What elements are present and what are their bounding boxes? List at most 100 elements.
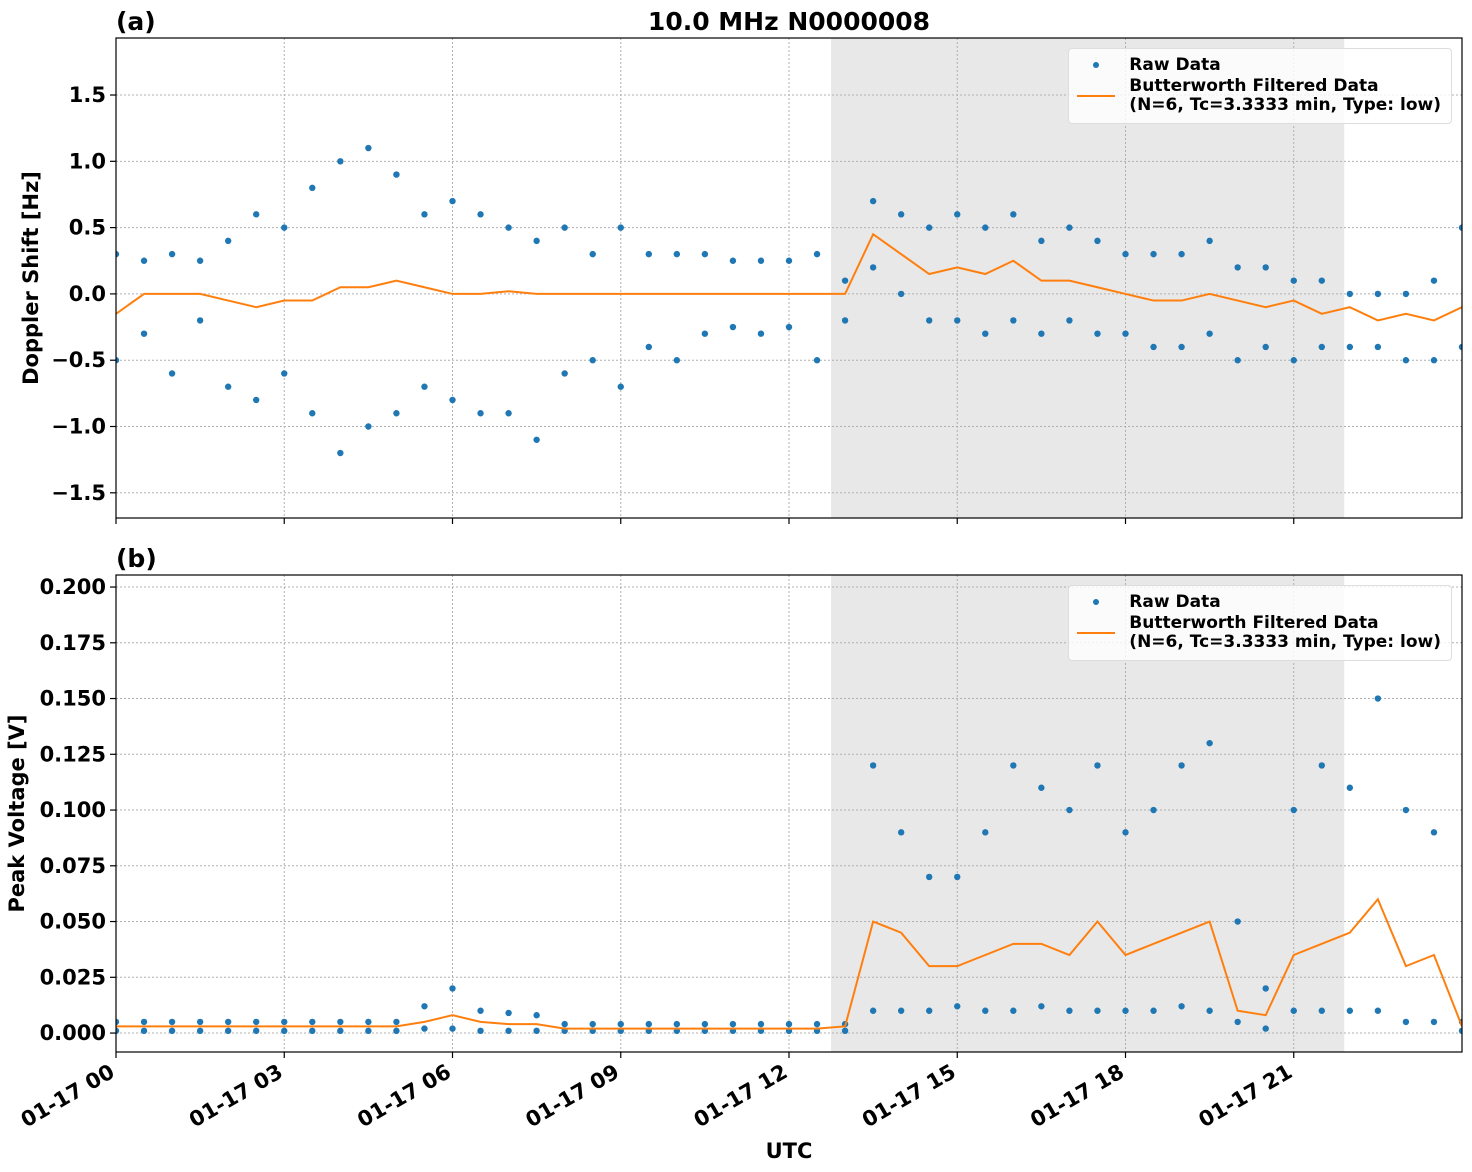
raw-point	[337, 449, 344, 457]
raw-point	[309, 1018, 316, 1026]
legend-label: Butterworth Filtered Data (N=6, Tc=3.333…	[1129, 76, 1441, 115]
raw-point	[1290, 357, 1297, 364]
legend-key	[1077, 592, 1115, 612]
raw-point	[1318, 343, 1325, 351]
raw-point	[309, 1027, 316, 1035]
raw-point	[1206, 237, 1213, 245]
raw-point	[1094, 1007, 1101, 1014]
raw-point	[365, 144, 372, 152]
axes-frame	[115, 37, 1463, 519]
raw-point	[729, 323, 737, 331]
raw-point	[393, 1027, 400, 1035]
raw-point	[701, 1020, 709, 1028]
raw-point	[1038, 237, 1045, 245]
raw-point	[1010, 1007, 1017, 1014]
filtered-line	[116, 897, 1462, 1030]
plot-area	[116, 144, 1462, 457]
raw-point	[1234, 918, 1241, 925]
legend-key	[1077, 55, 1115, 75]
raw-point	[1430, 357, 1438, 364]
raw-point	[196, 317, 204, 324]
raw-point	[785, 257, 793, 264]
raw-point	[1206, 330, 1213, 337]
raw-point	[168, 370, 176, 377]
raw-point	[1318, 277, 1325, 284]
raw-point	[116, 250, 120, 258]
raw-point	[224, 237, 232, 245]
raw-point	[196, 1018, 204, 1026]
legend-entry: Butterworth Filtered Data (N=6, Tc=3.333…	[1077, 77, 1441, 115]
raw-point	[673, 250, 681, 258]
raw-point	[1178, 1003, 1185, 1010]
raw-point	[954, 317, 961, 324]
chart-title: 10.0 MHz N0000008	[648, 7, 930, 36]
raw-point	[982, 224, 989, 231]
raw-point	[1290, 1007, 1297, 1014]
raw-point	[116, 357, 120, 364]
raw-point	[1206, 1007, 1213, 1014]
raw-point	[337, 1027, 344, 1035]
raw-point	[309, 184, 316, 192]
raw-point	[1234, 357, 1241, 364]
raw-point	[1234, 264, 1241, 271]
raw-point	[617, 224, 624, 231]
raw-point	[1066, 317, 1073, 324]
raw-point	[140, 257, 148, 264]
raw-point	[1346, 1007, 1354, 1014]
y-tick-label: 0.075	[40, 854, 106, 878]
legend-swatch	[1093, 62, 1100, 68]
raw-point	[1430, 1018, 1438, 1026]
raw-point	[449, 396, 456, 404]
raw-point	[281, 224, 288, 231]
axes-frame	[115, 574, 1463, 1053]
plot-area	[116, 695, 1462, 1035]
raw-point	[1010, 762, 1017, 769]
raw-point	[505, 1009, 512, 1017]
raw-point	[813, 1020, 821, 1028]
raw-point	[841, 1027, 849, 1035]
raw-point	[841, 277, 849, 284]
raw-point	[897, 211, 905, 218]
raw-point	[729, 257, 737, 264]
raw-point	[1374, 290, 1382, 298]
raw-point	[533, 1027, 540, 1035]
raw-point	[701, 330, 709, 337]
legend-entry: Raw Data	[1077, 55, 1441, 75]
raw-point	[954, 873, 961, 881]
y-tick-label: 1.0	[69, 149, 106, 173]
x-tick-label: 01-17 00	[17, 1060, 119, 1133]
legend-entry: Butterworth Filtered Data (N=6, Tc=3.333…	[1077, 614, 1441, 652]
x-tick-label: 01-17 12	[690, 1060, 792, 1133]
raw-point	[421, 211, 428, 218]
raw-point	[309, 410, 316, 417]
x-tick-label: 01-17 21	[1194, 1060, 1296, 1133]
raw-point	[365, 1018, 372, 1026]
raw-point	[1262, 343, 1269, 351]
raw-point	[869, 1007, 877, 1014]
y-tick-label: 0.125	[40, 742, 106, 766]
y-tick-label: −0.5	[51, 348, 106, 372]
raw-point	[421, 1003, 428, 1010]
y-tick-label: 0.050	[40, 910, 106, 934]
raw-point	[1066, 1007, 1073, 1014]
raw-point	[1066, 224, 1073, 231]
raw-point	[281, 1018, 288, 1026]
legend-label: Raw Data	[1129, 591, 1221, 612]
raw-point	[449, 1025, 456, 1032]
raw-point	[673, 357, 681, 364]
y-tick-label: 0.200	[40, 575, 106, 599]
raw-point	[645, 343, 652, 351]
raw-point	[533, 237, 540, 245]
raw-point	[1038, 1003, 1045, 1010]
raw-point	[168, 1018, 176, 1026]
x-tick-label: 01-17 18	[1026, 1060, 1128, 1133]
raw-point	[926, 1007, 933, 1014]
raw-point	[1262, 1025, 1269, 1032]
raw-point	[757, 257, 765, 264]
raw-point	[982, 829, 989, 836]
raw-point	[116, 1018, 120, 1026]
raw-point	[168, 1027, 176, 1035]
raw-point	[253, 211, 260, 218]
raw-point	[1402, 357, 1410, 364]
